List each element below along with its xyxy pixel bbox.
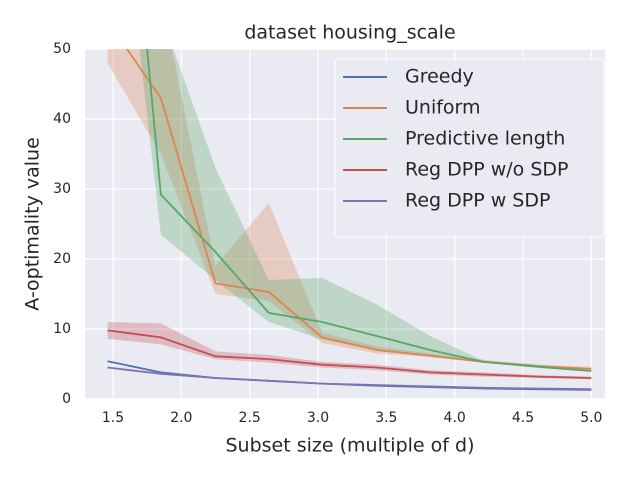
y-tick-label: 50 bbox=[53, 41, 71, 57]
series-line bbox=[107, 366, 592, 391]
legend-label: Reg DPP w/o SDP bbox=[405, 159, 568, 181]
x-tick-label: 3.0 bbox=[307, 410, 329, 426]
x-tick-label: 4.5 bbox=[512, 410, 534, 426]
confidence-band bbox=[107, 49, 592, 370]
x-axis-label: Subset size (multiple of d) bbox=[226, 435, 475, 457]
x-tick-label: 5.0 bbox=[580, 410, 602, 426]
chart-title: dataset housing_scale bbox=[244, 22, 455, 44]
series-line bbox=[146, 49, 592, 372]
series-line bbox=[107, 329, 592, 379]
y-tick-label: 0 bbox=[62, 391, 71, 407]
confidence-band bbox=[139, 49, 592, 372]
confidence-band bbox=[107, 322, 592, 380]
y-tick-label: 40 bbox=[53, 111, 71, 127]
x-tick-label: 1.5 bbox=[102, 410, 124, 426]
y-axis-label: A-optimality value bbox=[22, 137, 44, 311]
legend-label: Uniform bbox=[405, 97, 481, 119]
x-tick-label: 3.5 bbox=[375, 410, 397, 426]
legend-label: Greedy bbox=[405, 66, 474, 88]
y-tick-label: 30 bbox=[53, 181, 71, 197]
legend-label: Predictive length bbox=[405, 128, 565, 150]
y-tick-label: 10 bbox=[53, 321, 71, 337]
x-tick-label: 4.0 bbox=[444, 410, 466, 426]
legend-box bbox=[334, 58, 605, 238]
y-tick-label: 20 bbox=[53, 251, 71, 267]
x-tick-label: 2.5 bbox=[239, 410, 261, 426]
x-tick-label: 2.0 bbox=[170, 410, 192, 426]
legend-label: Reg DPP w SDP bbox=[405, 190, 550, 212]
